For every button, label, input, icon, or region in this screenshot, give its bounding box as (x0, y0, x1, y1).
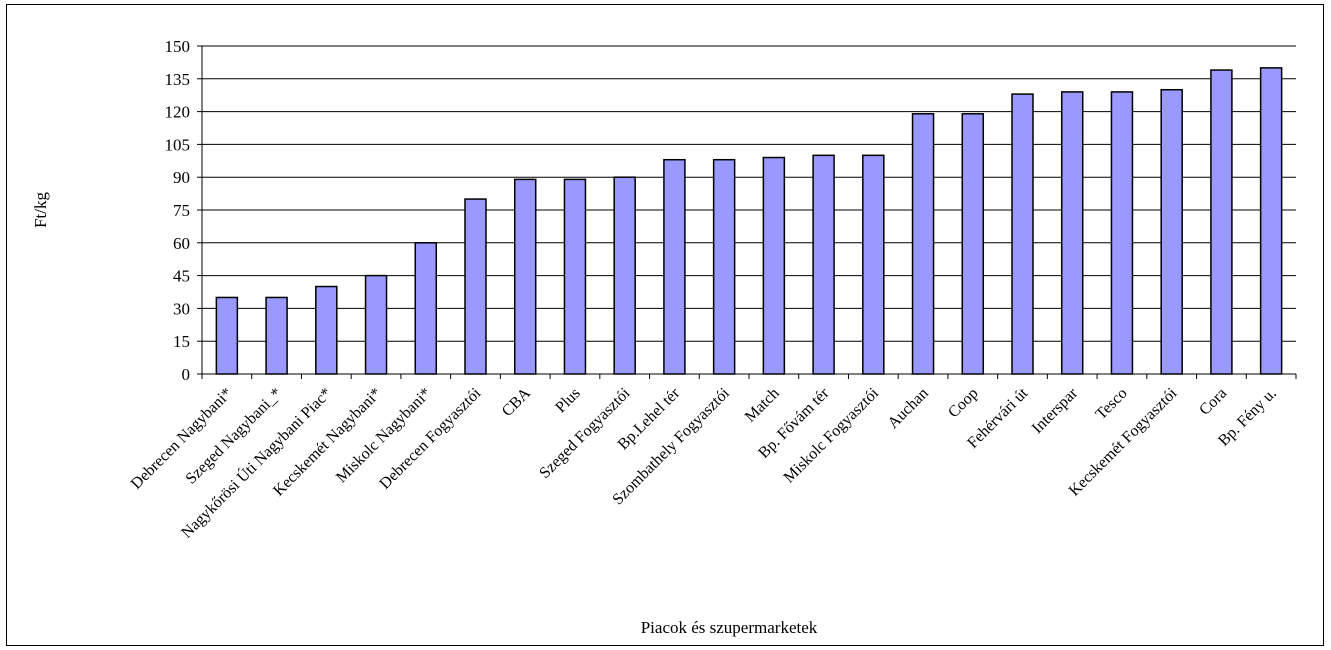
bar (762, 156, 786, 375)
bar (265, 296, 288, 375)
x-axis-title: Piacok és szupermarketek (641, 618, 818, 637)
bar (712, 158, 736, 375)
x-tick-label: Coop (945, 385, 982, 422)
y-tick-label: 15 (173, 332, 190, 351)
y-axis-title: Ft/kg (31, 192, 50, 228)
bar (1160, 88, 1183, 375)
bar (513, 178, 537, 375)
bars (215, 67, 1283, 375)
bar (1110, 91, 1134, 375)
bar (862, 154, 885, 375)
y-tick-label: 135 (165, 70, 191, 89)
bar (1210, 69, 1233, 375)
x-tick-label: Interspar (1029, 384, 1082, 437)
x-tick-label: Cora (1196, 385, 1230, 419)
x-tick-label: Auchan (885, 385, 932, 432)
y-tick-label: 105 (165, 135, 191, 154)
x-tick-label: Plus (552, 385, 584, 417)
bar (414, 242, 438, 375)
x-tick-label: Miskolc Fogyasztói (781, 384, 883, 486)
x-tick-label: Match (742, 385, 783, 426)
bar (464, 198, 487, 375)
y-tick-label: 120 (165, 103, 191, 122)
x-tick-label: Szeged Fogyasztói (536, 384, 634, 482)
bar (315, 285, 338, 375)
y-tick-label: 75 (173, 201, 190, 220)
x-tick-label: Szeged Nagybani_* (183, 385, 286, 488)
bar (215, 296, 239, 375)
bar (961, 113, 985, 375)
y-tick-label: 0 (182, 365, 191, 384)
y-tick-labels: 0 15 30 45 60 75 90 105 120 135 150 (165, 37, 202, 384)
bar (1060, 91, 1084, 375)
bar (563, 178, 587, 375)
x-tick-label: Miskolc Nagybani* (333, 385, 435, 487)
y-tick-label: 30 (173, 299, 190, 318)
x-tick-labels: Debrecen Nagybani*Szeged Nagybani_*Nagyk… (128, 374, 1297, 542)
bar (911, 113, 935, 375)
bar (663, 158, 686, 375)
y-tick-label: 90 (173, 168, 190, 187)
y-tick-label: 60 (173, 234, 190, 253)
x-tick-label: CBA (499, 384, 535, 420)
x-tick-label: Tesco (1093, 385, 1131, 423)
bar (1011, 93, 1034, 375)
bar (364, 274, 388, 375)
y-tick-label: 45 (173, 267, 190, 286)
bar (812, 154, 835, 375)
y-tick-label: 150 (165, 37, 191, 56)
bar (613, 176, 636, 375)
bar (1259, 67, 1283, 375)
